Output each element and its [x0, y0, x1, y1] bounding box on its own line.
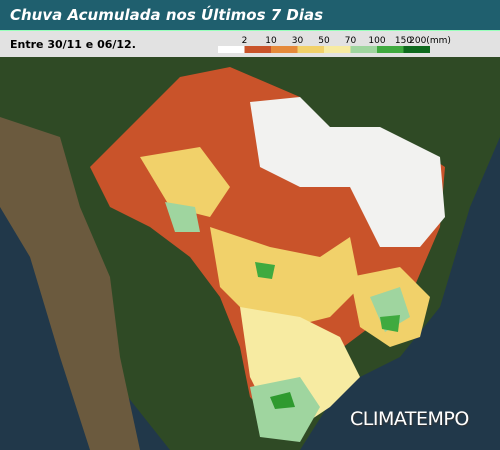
map — [0, 57, 500, 450]
legend-swatch — [271, 46, 298, 53]
legend-label: 70 — [345, 36, 357, 46]
legend-swatch — [350, 46, 377, 53]
legend-swatch — [244, 46, 271, 53]
legend-label: 200(mm) — [409, 36, 451, 46]
info-bar: Entre 30/11 e 06/12. 2 10 30 50 70 100 150 200(… — [0, 31, 500, 57]
header-bar: Chuva Acumulada nos Últimos 7 Dias — [0, 0, 500, 31]
brand-watermark: CLIMATEMPO — [350, 408, 469, 430]
map-title: Chuva Acumulada nos Últimos 7 Dias — [10, 6, 324, 24]
legend-label: 100 — [368, 36, 385, 46]
period-label: Entre 30/11 e 06/12. — [10, 38, 136, 51]
legend-swatch — [324, 46, 351, 53]
legend-label: 150 — [395, 36, 412, 46]
legend-swatch — [218, 46, 245, 53]
legend-label: 30 — [292, 36, 304, 46]
legend-label: 2 — [242, 36, 248, 46]
legend-swatch — [297, 46, 324, 53]
legend-label: 10 — [265, 36, 277, 46]
legend-swatch — [403, 46, 430, 53]
legend-swatch — [377, 46, 404, 53]
legend-label: 50 — [318, 36, 330, 46]
